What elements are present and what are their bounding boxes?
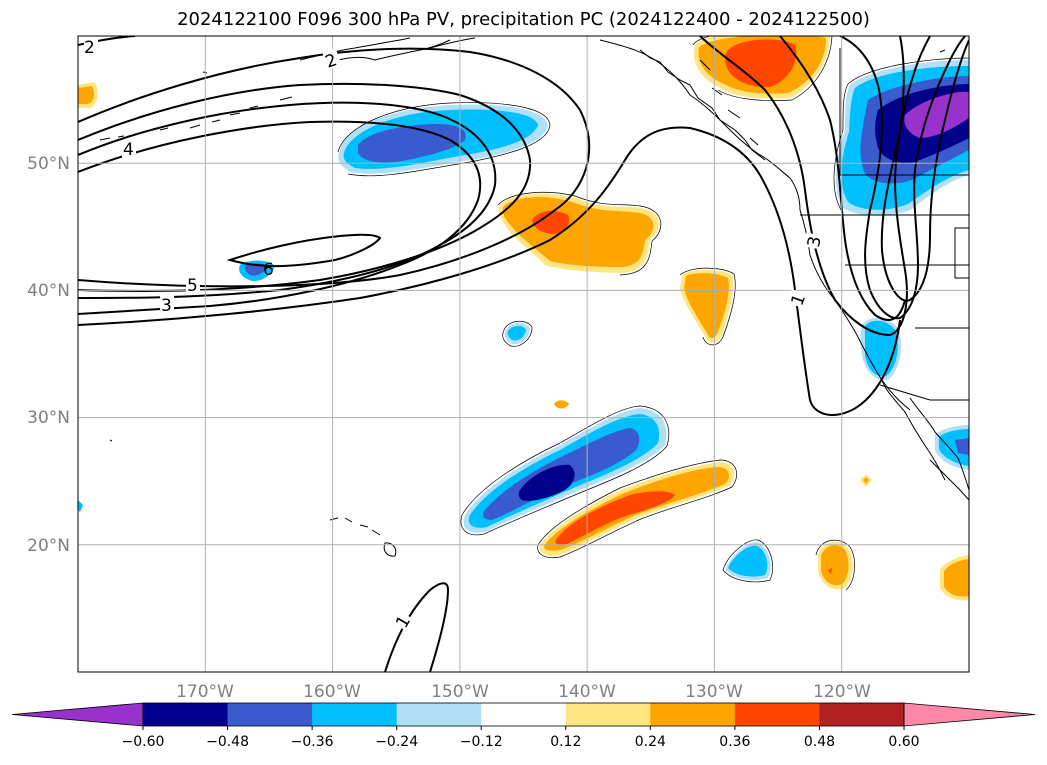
lon-labels: 170°W 160°W 150°W 140°W 130°W 120°W (176, 682, 871, 702)
colorbar-tick-label: −0.60 (122, 734, 165, 750)
colorbar-tick-label: 0.12 (550, 734, 581, 750)
map-frame (77, 35, 970, 673)
colorbar-segment (734, 703, 820, 726)
colorbar-tick-label: 0.24 (635, 734, 666, 750)
pv-label: 3 (804, 235, 826, 249)
pv-contour-4 (78, 82, 532, 292)
colorbar-tick-label: 0.48 (804, 734, 835, 750)
colorbar-segment (143, 703, 229, 726)
colorbar-tick-label: −0.36 (291, 734, 334, 750)
lon-label: 160°W (303, 682, 361, 702)
colorbar-extend-min (11, 702, 144, 727)
lon-label: 140°W (558, 682, 616, 702)
colorbar-tick-label: −0.24 (375, 734, 418, 750)
lat-label: 50°N (27, 154, 70, 174)
colorbar-segment (312, 703, 398, 726)
pv-contour-3 (78, 120, 482, 315)
colorbar-tick-label: −0.48 (206, 734, 249, 750)
chart-title: 2024122100 F096 300 hPa PV, precipitatio… (177, 9, 870, 30)
pv-contours (78, 36, 969, 672)
pv-contour-inner (78, 126, 901, 417)
pv-contour-2b (78, 47, 591, 288)
colorbar-outline (142, 702, 905, 727)
pv-contour-5 (78, 101, 497, 299)
colorbar: −0.60 −0.48 −0.36 −0.24 −0.12 0.12 0.24 0.36 0.4… (11, 702, 1036, 750)
coastlines (99, 37, 969, 557)
pv-label: 4 (123, 140, 134, 160)
pv-contour-1-south (384, 582, 450, 672)
pv-label: 3 (161, 296, 172, 316)
lat-label: 20°N (27, 536, 70, 556)
colorbar-tick-label: −0.12 (460, 734, 503, 750)
colorbar-tick-label: 0.36 (719, 734, 750, 750)
pv-label: 2 (84, 38, 95, 58)
lat-label: 40°N (27, 281, 70, 301)
colorbar-segment (650, 703, 736, 726)
colorbar-extend-max (903, 702, 1036, 727)
pv-label: 6 (263, 260, 274, 280)
precip-shading (78, 36, 969, 601)
colorbar-segment (819, 703, 905, 726)
lat-labels: 50°N 40°N 30°N 20°N (27, 154, 70, 556)
map-area: 2 2 4 6 5 3 3 1 1 (78, 36, 969, 672)
lon-label: 120°W (813, 682, 871, 702)
colorbar-segment (227, 703, 313, 726)
lon-label: 170°W (176, 682, 234, 702)
colorbar-segment (396, 703, 482, 726)
precip-outlines (337, 36, 969, 591)
lat-label: 30°N (27, 408, 70, 428)
pv-label: 5 (187, 276, 198, 296)
colorbar-segment (481, 703, 567, 726)
map-gridlines (78, 36, 969, 672)
lon-label: 130°W (685, 682, 743, 702)
colorbar-tick-label: 0.60 (888, 734, 919, 750)
pv-contour-labels: 2 2 4 6 5 3 3 1 1 (84, 38, 826, 632)
lon-label: 150°W (431, 682, 489, 702)
colorbar-segment (565, 703, 651, 726)
pv-contour-6 (226, 233, 382, 268)
